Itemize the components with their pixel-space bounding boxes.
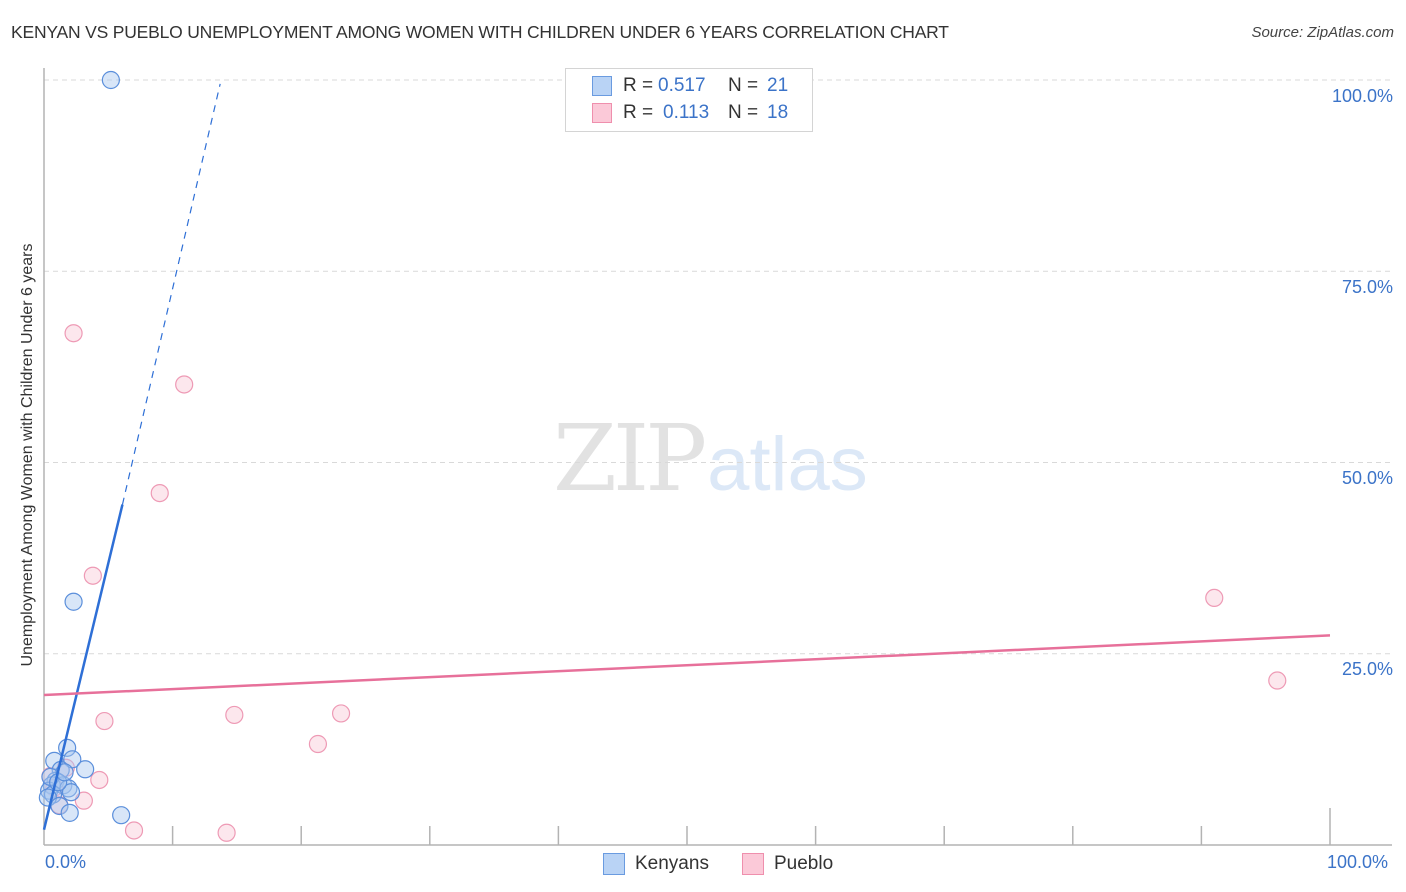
pueblo-point [331,704,351,723]
legend-r-value: 0.113 [663,102,710,123]
kenyans-point [112,806,131,825]
gridlines [44,79,1392,655]
pueblo-point [83,566,102,585]
pueblo-point [225,705,244,725]
source-label: Source: ZipAtlas.com [1251,24,1394,41]
legend-n-value: 18 [767,102,789,123]
pueblo-point [217,823,236,842]
kenyans-trend-line [42,504,124,830]
pueblo-points [41,324,1287,842]
pueblo-point [175,375,194,394]
pueblo-point [64,324,83,343]
legend-n-label: N = [728,75,759,96]
legend-label-pueblo: Pueblo [774,853,834,874]
watermark-atlas: atlas [707,422,868,507]
series-legend: Kenyans Pueblo [0,852,1406,876]
y-tick-25: 25.0% [1341,659,1393,679]
pueblo-point [1205,588,1224,608]
kenyans-swatch-icon [592,76,612,96]
pueblo-point [1268,671,1287,690]
kenyans-point [76,760,95,779]
kenyans-points [38,70,131,825]
pueblo-point [95,711,114,731]
x-tick-100: 100.0% [1327,852,1389,872]
trend-lines [42,83,1331,830]
legend-r-value: 0.517 [658,75,706,96]
y-tick-50: 50.0% [1341,468,1393,488]
axes [43,68,1392,846]
pueblo-trend-line [43,634,1331,697]
legend-label-kenyans: Kenyans [635,853,709,874]
pueblo-point [308,734,328,754]
kenyans-point [61,783,81,802]
kenyans-point [101,70,120,90]
pueblo-point [90,770,109,790]
pueblo-point [124,821,144,840]
chart-title: KENYAN VS PUEBLO UNEMPLOYMENT AMONG WOME… [11,22,949,42]
x-tick-0: 0.0% [45,852,87,872]
pueblo-point [150,484,169,503]
legend-r-label: R = [623,102,654,123]
kenyans-point [64,592,83,611]
legend-n-value: 21 [767,75,789,96]
kenyans-trend-extension [121,83,221,505]
y-axis-label: Unemployment Among Women with Children U… [19,243,36,667]
y-tick-75: 75.0% [1341,277,1393,297]
zipatlas-watermark: ZIPatlas [553,405,868,512]
kenyans-swatch-icon [603,853,625,875]
y-tick-100: 100.0% [1331,86,1393,106]
pueblo-swatch-icon [592,103,612,123]
kenyans-point [55,763,74,782]
watermark-zip: ZIP [553,405,707,512]
pueblo-swatch-icon [742,853,764,875]
pueblo-point [74,791,93,810]
kenyans-point [60,803,79,822]
legend-r-label: R = [623,75,654,96]
correlation-legend: R = 0.517 N = 21 R = 0.113 N = 18 [565,68,813,132]
legend-n-label: N = [728,102,759,123]
